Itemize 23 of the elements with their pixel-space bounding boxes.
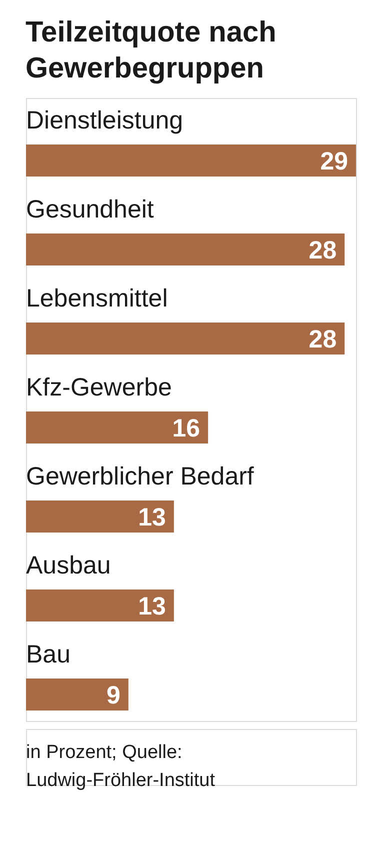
bar xyxy=(26,412,208,444)
y-tick-label: Lebensmittel xyxy=(26,284,168,312)
data-label: 13 xyxy=(138,592,166,620)
data-label: 29 xyxy=(320,148,348,176)
y-tick-label: Ausbau xyxy=(26,552,111,580)
bar xyxy=(26,234,345,266)
bar xyxy=(26,144,356,176)
y-tick-label: Dienstleistung xyxy=(26,106,184,134)
bar xyxy=(26,678,128,710)
chart-title: Teilzeitquote nach Gewerbegruppen xyxy=(26,16,276,84)
data-label: 9 xyxy=(106,682,120,710)
bar xyxy=(26,590,174,622)
y-tick-label: Gewerblicher Bedarf xyxy=(26,462,254,490)
data-label: 28 xyxy=(308,236,337,264)
data-label: 13 xyxy=(138,504,166,532)
text: in Prozent; Quelle: Ludwig-Fröhler-Institut xyxy=(26,742,216,791)
y-tick-label: Gesundheit xyxy=(26,196,154,224)
data-label: 28 xyxy=(308,326,337,354)
bar xyxy=(26,500,174,532)
y-tick-label: Kfz-Gewerbe xyxy=(26,374,172,402)
bar xyxy=(26,322,345,354)
y-tick-label: Bau xyxy=(26,640,70,668)
data-label: 16 xyxy=(172,414,200,442)
